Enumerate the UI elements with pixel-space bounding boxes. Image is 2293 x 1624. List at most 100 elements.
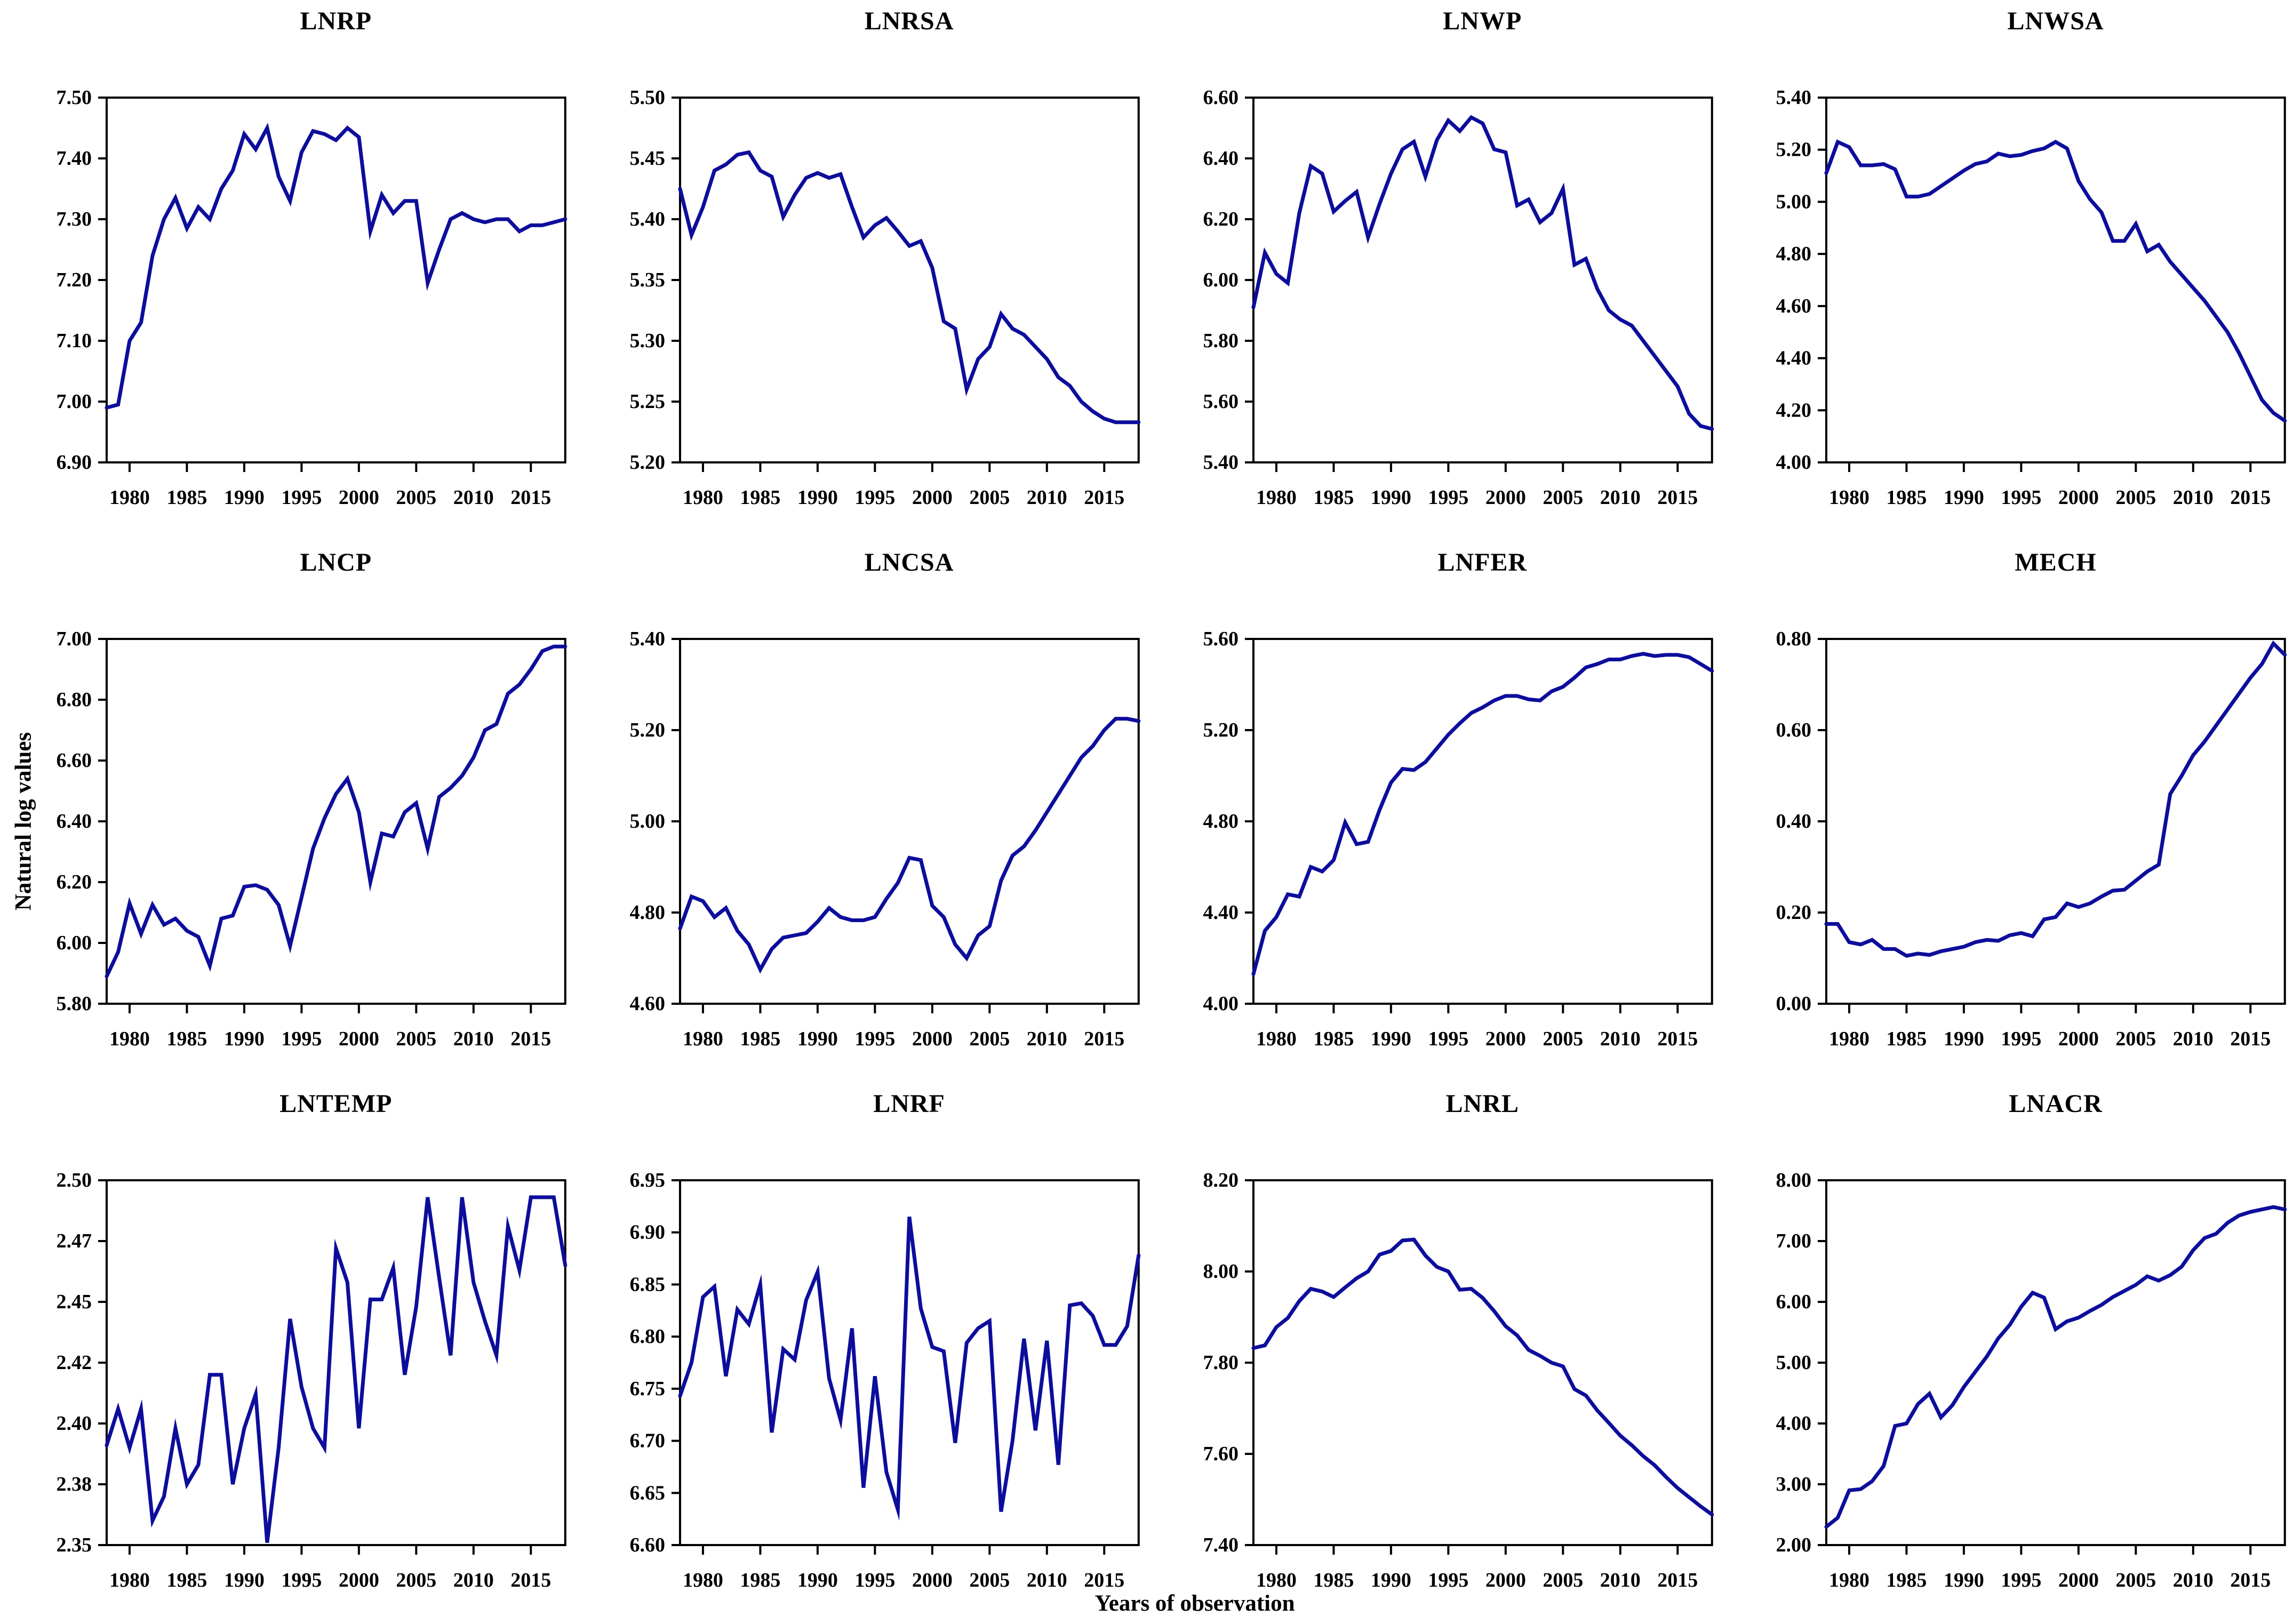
line-plot: 2.00 3.00 4.00 5.00 6.00 7.00 8.00 1980 1985 1990…: [1776, 1169, 2287, 1591]
y-tick-label: 4.40: [1776, 347, 1811, 370]
line-plot: 4.00 4.20 4.40 4.60 4.80 5.00 5.20 5.40 1980 1985…: [1776, 86, 2287, 509]
x-tick-label: 1990: [1370, 486, 1411, 509]
y-tick-label: 2.45: [56, 1291, 91, 1313]
line-plot: 5.40 5.60 5.80 6.00 6.20 6.40 6.60 1980 1985 1990…: [1203, 86, 1714, 509]
chart-title: LNRF: [873, 1090, 945, 1118]
data-line: [1824, 640, 2287, 958]
x-tick-label: 2010: [2173, 1569, 2214, 1591]
x-tick-label: 2000: [1485, 486, 1525, 509]
plot-frame: [105, 97, 566, 463]
x-tick-label: 1990: [224, 1028, 265, 1050]
data-line: [678, 1216, 1141, 1521]
x-tick-label: 2000: [339, 486, 379, 509]
y-tick-label: 6.60: [629, 1534, 665, 1556]
x-tick-label: 1995: [281, 1028, 322, 1050]
x-tick-label: 2005: [396, 1028, 436, 1050]
x-tick-label: 1985: [1313, 486, 1354, 509]
x-tick-label: 2000: [912, 486, 953, 509]
chart-title: LNFER: [1437, 548, 1528, 577]
x-tick-label: 2015: [1657, 1569, 1698, 1591]
x-tick-label: 2005: [1543, 1569, 1583, 1591]
y-tick-label: 4.00: [1203, 993, 1238, 1015]
x-tick-label: 2000: [1485, 1569, 1525, 1591]
plot-frame: [1825, 97, 2287, 463]
y-tick-label: 5.50: [629, 86, 665, 109]
y-tick-label: 7.40: [56, 147, 91, 170]
x-tick-label: 1995: [281, 1569, 322, 1591]
y-tick-label: 6.85: [629, 1273, 665, 1295]
x-tick-label: 1995: [1428, 486, 1468, 509]
y-tick-label: 5.30: [629, 330, 665, 352]
y-tick-label: 4.00: [1776, 451, 1811, 474]
y-tick-label: 6.75: [629, 1378, 665, 1400]
x-tick-label: 1980: [1256, 486, 1296, 509]
line-plot: 5.80 6.00 6.20 6.40 6.60 6.80 7.00 1980 1985 1990…: [56, 628, 568, 1050]
x-tick-label: 2005: [969, 1569, 1010, 1591]
x-tick-label: 1985: [1313, 1028, 1354, 1050]
x-tick-label: 1985: [166, 486, 207, 509]
x-tick-label: 1985: [1887, 1569, 1927, 1591]
chart-panel-10: LNRF 6.60 6.65 6.70 6.75 6.80 6.85 6.90 6.95 198…: [573, 1083, 1147, 1624]
y-tick-label: 2.00: [1776, 1534, 1811, 1556]
y-tick-label: 4.20: [1776, 399, 1811, 421]
y-tick-label: 0.00: [1776, 993, 1811, 1015]
x-tick-label: 2015: [1657, 1028, 1698, 1050]
x-tick-label: 2010: [453, 1028, 494, 1050]
data-line: [1824, 139, 2287, 423]
x-tick-label: 2010: [453, 1569, 494, 1591]
x-tick-label: 2010: [2173, 486, 2214, 509]
chart-panel-3: LNWP 5.40 5.60 5.80 6.00 6.20 6.40 6.60 1980 198…: [1147, 0, 1720, 541]
y-tick-label: 6.80: [629, 1325, 665, 1348]
y-tick-label: 6.20: [1203, 208, 1238, 230]
chart-title: LNRSA: [864, 7, 954, 35]
plot-frame: [1252, 1179, 1713, 1546]
y-tick-label: 2.38: [56, 1473, 91, 1495]
plot-frame: [1252, 97, 1713, 463]
chart-title: LNRL: [1445, 1090, 1519, 1118]
x-tick-label: 2005: [1543, 486, 1583, 509]
line-plot: 2.35 2.38 2.40 2.42 2.45 2.47 2.50 1980 1985 1990…: [56, 1169, 568, 1591]
x-tick-label: 2005: [2116, 486, 2156, 509]
chart-title: LNWP: [1443, 7, 1522, 35]
y-tick-label: 7.10: [56, 330, 91, 352]
x-tick-label: 2015: [510, 486, 551, 509]
y-tick-label: 5.00: [629, 810, 665, 833]
y-tick-label: 5.40: [629, 628, 665, 650]
y-tick-label: 5.35: [629, 269, 665, 291]
y-tick-label: 5.25: [629, 390, 665, 413]
y-tick-label: 8.20: [1203, 1169, 1238, 1191]
y-tick-label: 4.40: [1203, 901, 1238, 924]
x-tick-label: 2010: [1027, 1569, 1067, 1591]
x-tick-label: 1980: [1829, 486, 1869, 509]
x-tick-label: 2000: [2058, 1569, 2099, 1591]
x-tick-label: 1995: [281, 486, 322, 509]
line-plot: 5.20 5.25 5.30 5.35 5.40 5.45 5.50 1980 1985 1990…: [629, 86, 1141, 509]
x-tick-label: 1985: [166, 1569, 207, 1591]
x-tick-label: 2005: [396, 486, 436, 509]
line-plot: 7.40 7.60 7.80 8.00 8.20 1980 1985 1990 1995 2000…: [1203, 1169, 1714, 1591]
line-plot: 6.90 7.00 7.10 7.20 7.30 7.40 7.50 1980 1985 1990…: [56, 86, 568, 509]
y-tick-label: 4.80: [1203, 810, 1238, 833]
x-tick-label: 2000: [912, 1569, 953, 1591]
chart-panel-4: LNWSA 4.00 4.20 4.40 4.60 4.80 5.00 5.20 5.40 19…: [1720, 0, 2293, 541]
chart-panel-11: LNRL 7.40 7.60 7.80 8.00 8.20 1980 1985 1990 199…: [1147, 1083, 1720, 1624]
plot-frame: [678, 638, 1140, 1005]
x-tick-label: 2015: [510, 1569, 551, 1591]
x-tick-label: 1985: [740, 1028, 780, 1050]
x-tick-label: 2000: [339, 1028, 379, 1050]
x-tick-label: 2015: [510, 1028, 551, 1050]
y-tick-label: 5.20: [1203, 719, 1238, 741]
y-tick-label: 7.60: [1203, 1443, 1238, 1465]
data-line: [1251, 1237, 1714, 1517]
y-tick-label: 3.00: [1776, 1473, 1811, 1495]
x-tick-label: 1990: [1370, 1028, 1411, 1050]
y-tick-label: 6.65: [629, 1482, 665, 1504]
y-tick-label: 2.50: [56, 1169, 91, 1191]
y-tick-label: 2.35: [56, 1534, 91, 1556]
x-tick-label: 2005: [2116, 1028, 2156, 1050]
plot-frame: [105, 1179, 566, 1546]
x-tick-label: 1985: [740, 486, 780, 509]
y-tick-label: 6.00: [1203, 269, 1238, 291]
x-tick-label: 1990: [224, 1569, 265, 1591]
